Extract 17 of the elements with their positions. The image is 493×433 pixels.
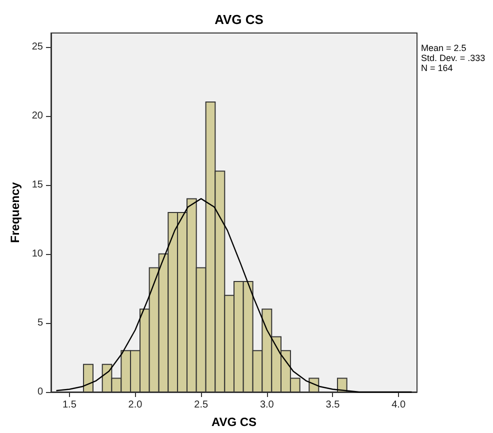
y-axis-title: Frequency — [8, 182, 22, 243]
x-tick-label: 1.5 — [62, 400, 77, 410]
x-tick-label: 2.5 — [194, 400, 208, 410]
y-tick-label: 25 — [32, 41, 44, 52]
x-tick-label: 3.5 — [326, 400, 340, 410]
chart-title: AVG CS — [214, 12, 264, 27]
x-axis-title: AVG CS — [211, 415, 257, 429]
y-tick-label: 10 — [32, 248, 44, 260]
x-tick-label: 4.0 — [392, 400, 406, 410]
x-tick-label: 3.0 — [260, 400, 274, 410]
x-tick-label: 2.0 — [128, 400, 143, 410]
text: Mean = 2.5 Std. Dev. = .333 N = 164 — [421, 43, 486, 73]
y-tick-label: 5 — [37, 317, 44, 328]
y-tick-label: 0 — [37, 386, 44, 398]
line-series — [56, 198, 412, 393]
y-tick-label: 20 — [32, 110, 44, 122]
y-tick-label: 15 — [32, 179, 44, 190]
